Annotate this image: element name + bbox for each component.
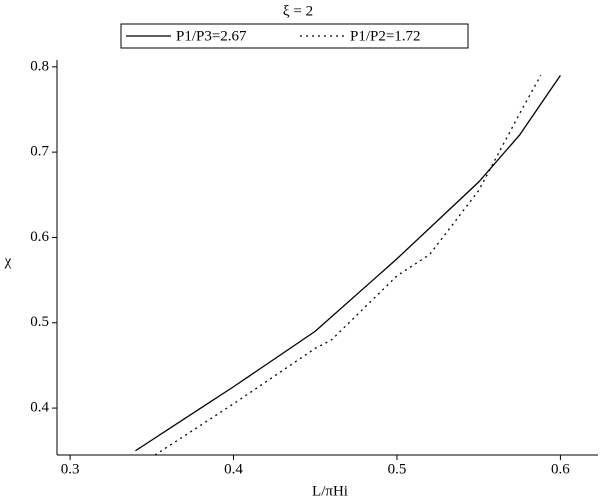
legend-box — [120, 23, 469, 49]
x-tick-label: 0.4 — [224, 461, 243, 477]
y-axis-label: χ — [4, 253, 12, 269]
series-line — [135, 74, 561, 452]
chart-title: ξ = 2 — [283, 3, 313, 19]
legend-label: P1/P3=2.67 — [176, 28, 247, 44]
y-tick-label: 0.6 — [30, 229, 49, 245]
x-tick-label: 0.6 — [551, 461, 570, 477]
y-tick-label: 0.8 — [30, 58, 49, 74]
x-tick-label: 0.5 — [388, 461, 407, 477]
y-tick-label: 0.4 — [30, 400, 49, 416]
x-axis-label: L/πHi — [312, 483, 348, 499]
series-line — [154, 75, 542, 456]
y-tick-label: 0.7 — [30, 144, 49, 160]
y-tick-label: 0.5 — [30, 314, 49, 330]
legend-label: P1/P2=1.72 — [350, 28, 421, 44]
x-tick-label: 0.3 — [61, 461, 80, 477]
